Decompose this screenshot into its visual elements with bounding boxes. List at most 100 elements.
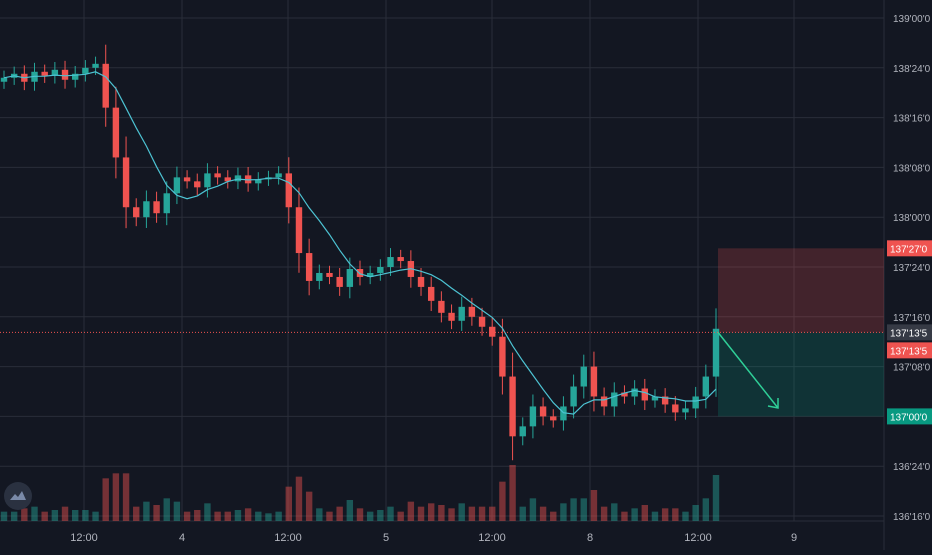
candle-body[interactable]	[712, 328, 720, 377]
candle-body[interactable]	[458, 306, 465, 321]
candle-body[interactable]	[336, 276, 343, 287]
candle-body[interactable]	[0, 77, 8, 82]
volume-bar	[336, 506, 343, 521]
volume-bar	[326, 511, 333, 521]
candle-body[interactable]	[651, 396, 659, 401]
volume-bar	[550, 511, 557, 521]
candle-body[interactable]	[61, 69, 69, 80]
candle-body[interactable]	[112, 107, 120, 158]
candle-body[interactable]	[692, 396, 699, 409]
candle-body[interactable]	[682, 408, 689, 413]
moving-average-line[interactable]	[3, 71, 717, 415]
candle-body[interactable]	[153, 201, 160, 214]
candle-body[interactable]	[255, 179, 262, 184]
volume-bar	[112, 473, 120, 521]
volume-bar	[72, 510, 79, 521]
candle-body[interactable]	[204, 173, 211, 188]
candle-body[interactable]	[295, 207, 303, 254]
volume-bar	[692, 505, 699, 521]
candle-body[interactable]	[509, 376, 516, 437]
volume-bar	[51, 510, 59, 521]
candle-body[interactable]	[529, 406, 537, 427]
candle-body[interactable]	[397, 257, 404, 262]
volume-bar	[428, 503, 435, 521]
candle-body[interactable]	[326, 272, 333, 277]
candle-body[interactable]	[661, 396, 669, 405]
candle-body[interactable]	[428, 286, 435, 301]
candle-body[interactable]	[214, 173, 221, 178]
candle-body[interactable]	[580, 366, 587, 387]
candle-body[interactable]	[519, 426, 526, 437]
candle-body[interactable]	[417, 276, 425, 287]
volume-bar	[712, 475, 720, 521]
candle-body[interactable]	[122, 157, 130, 208]
candle-body[interactable]	[489, 326, 496, 337]
candle-body[interactable]	[672, 404, 679, 413]
candle-body[interactable]	[194, 181, 201, 188]
take-profit-zone[interactable]	[718, 332, 884, 417]
price-axis[interactable]	[884, 0, 932, 550]
candle-body[interactable]	[600, 396, 608, 407]
candle-body[interactable]	[285, 173, 292, 208]
candle-body[interactable]	[590, 366, 598, 397]
volume-bar	[244, 508, 252, 521]
candle-body[interactable]	[387, 257, 394, 267]
candle-body[interactable]	[133, 207, 140, 218]
candle-body[interactable]	[550, 416, 557, 421]
projection-arrow[interactable]	[717, 331, 779, 409]
candle-body[interactable]	[641, 388, 648, 401]
candle-body[interactable]	[499, 336, 506, 377]
volume-bar	[31, 506, 38, 521]
entry-price-label[interactable]	[887, 342, 932, 359]
tradingview-logo-icon[interactable]	[4, 482, 32, 510]
candle-body[interactable]	[366, 272, 374, 277]
candle-body[interactable]	[468, 306, 476, 317]
volume-bar	[672, 508, 679, 521]
volume-bar	[61, 506, 69, 521]
candle-body[interactable]	[346, 268, 354, 287]
y-tick-label: 138'24'0	[893, 64, 931, 75]
candle-body[interactable]	[82, 67, 89, 74]
candle-body[interactable]	[570, 386, 577, 407]
candle-body[interactable]	[102, 63, 109, 108]
volume-bar	[82, 510, 89, 521]
candle-body[interactable]	[702, 376, 710, 397]
candle-body[interactable]	[163, 193, 170, 214]
candle-body[interactable]	[377, 267, 384, 273]
candle-body[interactable]	[611, 392, 618, 407]
volume-bar	[621, 511, 628, 521]
target-price-label[interactable]	[887, 408, 932, 425]
volume-bar	[397, 511, 404, 521]
candle-body[interactable]	[560, 406, 567, 421]
candle-body[interactable]	[316, 272, 323, 281]
candle-body[interactable]	[92, 63, 99, 68]
volume-bar	[163, 498, 170, 521]
candle-body[interactable]	[51, 69, 59, 76]
candle-body[interactable]	[234, 175, 242, 182]
candle-body[interactable]	[143, 201, 150, 218]
candle-body[interactable]	[275, 173, 282, 178]
candle-body[interactable]	[438, 300, 445, 313]
volume-bar	[265, 513, 272, 521]
stop-loss-zone[interactable]	[718, 248, 884, 333]
candle-body[interactable]	[183, 177, 191, 182]
x-tick-label: 5	[383, 532, 389, 544]
last-price-label[interactable]	[887, 324, 932, 341]
volume-bar	[234, 510, 242, 521]
candle-body[interactable]	[173, 177, 181, 194]
candle-body[interactable]	[224, 177, 231, 182]
candle-body[interactable]	[305, 253, 313, 281]
candle-body[interactable]	[631, 388, 638, 397]
candle-body[interactable]	[621, 392, 628, 397]
volume-bar	[651, 511, 659, 521]
candle-body[interactable]	[478, 316, 486, 327]
candle-body[interactable]	[41, 71, 48, 76]
candle-body[interactable]	[72, 73, 79, 80]
volume-bar	[682, 511, 689, 521]
x-tick-label: 12:00	[274, 532, 302, 544]
stop-price-label[interactable]	[887, 240, 932, 257]
candle-body[interactable]	[448, 312, 455, 321]
candle-body[interactable]	[539, 406, 547, 417]
